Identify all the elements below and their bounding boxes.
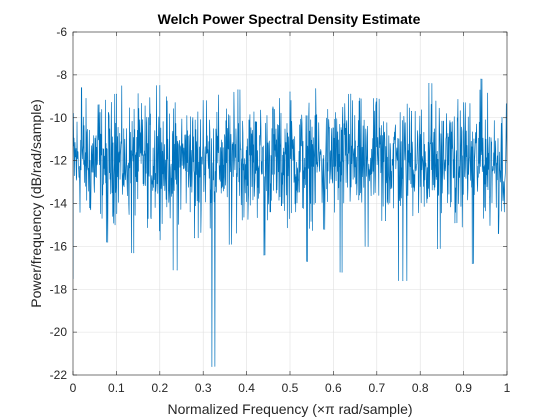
psd-sample-point [471, 263, 473, 264]
x-tick-label: 0.6 [325, 381, 342, 395]
psd-sample-point [142, 119, 143, 121]
psd-sample-point [298, 179, 300, 181]
psd-sample-point [150, 218, 152, 219]
psd-sample-point [89, 207, 91, 209]
psd-sample-point [428, 83, 430, 84]
psd-sample-point [272, 108, 274, 110]
psd-sample-point [280, 205, 282, 207]
psd-sample-point [402, 280, 404, 282]
psd-sample-point [168, 190, 169, 192]
x-tick-label: 0.4 [238, 381, 255, 395]
psd-sample-point [497, 233, 499, 234]
y-tick-label: -16 [50, 239, 68, 253]
psd-sample-point [263, 254, 265, 256]
psd-sample-point [350, 93, 352, 95]
psd-sample-point [437, 248, 438, 249]
x-tick-label: 0.8 [412, 381, 429, 395]
y-tick-label: -22 [50, 368, 68, 382]
psd-sample-point [306, 260, 308, 262]
psd-sample-point [211, 366, 213, 367]
y-tick-label: -12 [50, 154, 68, 168]
psd-sample-point [246, 200, 248, 202]
psd-sample-point [324, 228, 326, 230]
psd-sample-point [480, 78, 482, 80]
psd-sample-point [367, 245, 369, 247]
x-tick-label: 0.5 [282, 381, 299, 395]
x-tick-label: 0 [70, 381, 77, 395]
psd-sample-point [159, 85, 161, 86]
psd-sample-point [393, 143, 395, 144]
x-tick-label: 0.1 [108, 381, 125, 395]
y-tick-label: -14 [50, 197, 68, 211]
psd-sample-point [107, 241, 109, 243]
psd-sample-point [385, 220, 386, 222]
y-tick-label: -10 [50, 111, 68, 125]
y-tick-label: -8 [56, 68, 67, 82]
psd-sample-point [194, 237, 195, 239]
y-axis-label: Power/frequency (dB/rad/sample) [28, 99, 44, 308]
psd-sample-point [289, 91, 291, 93]
psd-sample-point [359, 194, 360, 196]
psd-sample-point [237, 89, 239, 91]
psd-sample-point [98, 104, 100, 106]
psd-sample-point [341, 271, 343, 273]
psd-sample-point [489, 196, 491, 198]
psd-sample-point [445, 136, 447, 138]
data-series [73, 78, 507, 367]
psd-sample-point [254, 121, 256, 123]
psd-sample-point [411, 110, 412, 112]
x-tick-label: 1 [504, 381, 511, 395]
psd-sample-point [133, 252, 135, 254]
x-tick-label: 0.7 [368, 381, 385, 395]
x-tick-label: 0.3 [195, 381, 212, 395]
x-tick-label: 0.2 [151, 381, 168, 395]
psd-sample-point [315, 115, 317, 117]
psd-sample-point [454, 222, 456, 224]
x-axis-label: Normalized Frequency (×π rad/sample) [167, 401, 412, 417]
x-tick-label: 0.9 [455, 381, 472, 395]
psd-sample-point [376, 98, 378, 99]
psd-sample-point [176, 269, 178, 271]
y-axis-ticks: -22 -20 -18 -16 -14 -12 -10 -8 -6 [50, 25, 507, 382]
psd-sample-point [81, 87, 83, 89]
psd-sample-point [185, 134, 187, 136]
psd-sample-point [202, 100, 204, 101]
psd-sample-point [228, 243, 230, 245]
psd-sample-point [220, 147, 221, 149]
y-tick-label: -20 [50, 325, 68, 339]
psd-sample-point [116, 93, 117, 95]
x-axis-ticks: 0 0.1 0.2 0.3 0.4 0.5 0.6 0.7 0.8 0.9 1 [70, 32, 511, 395]
psd-sample-point [463, 102, 464, 104]
y-tick-label: -18 [50, 282, 68, 296]
chart-title: Welch Power Spectral Density Estimate [158, 11, 421, 27]
psd-sample-point [124, 173, 126, 174]
psd-sample-point [333, 128, 334, 129]
psd-sample-point [419, 185, 421, 187]
y-tick-label: -6 [56, 25, 67, 39]
